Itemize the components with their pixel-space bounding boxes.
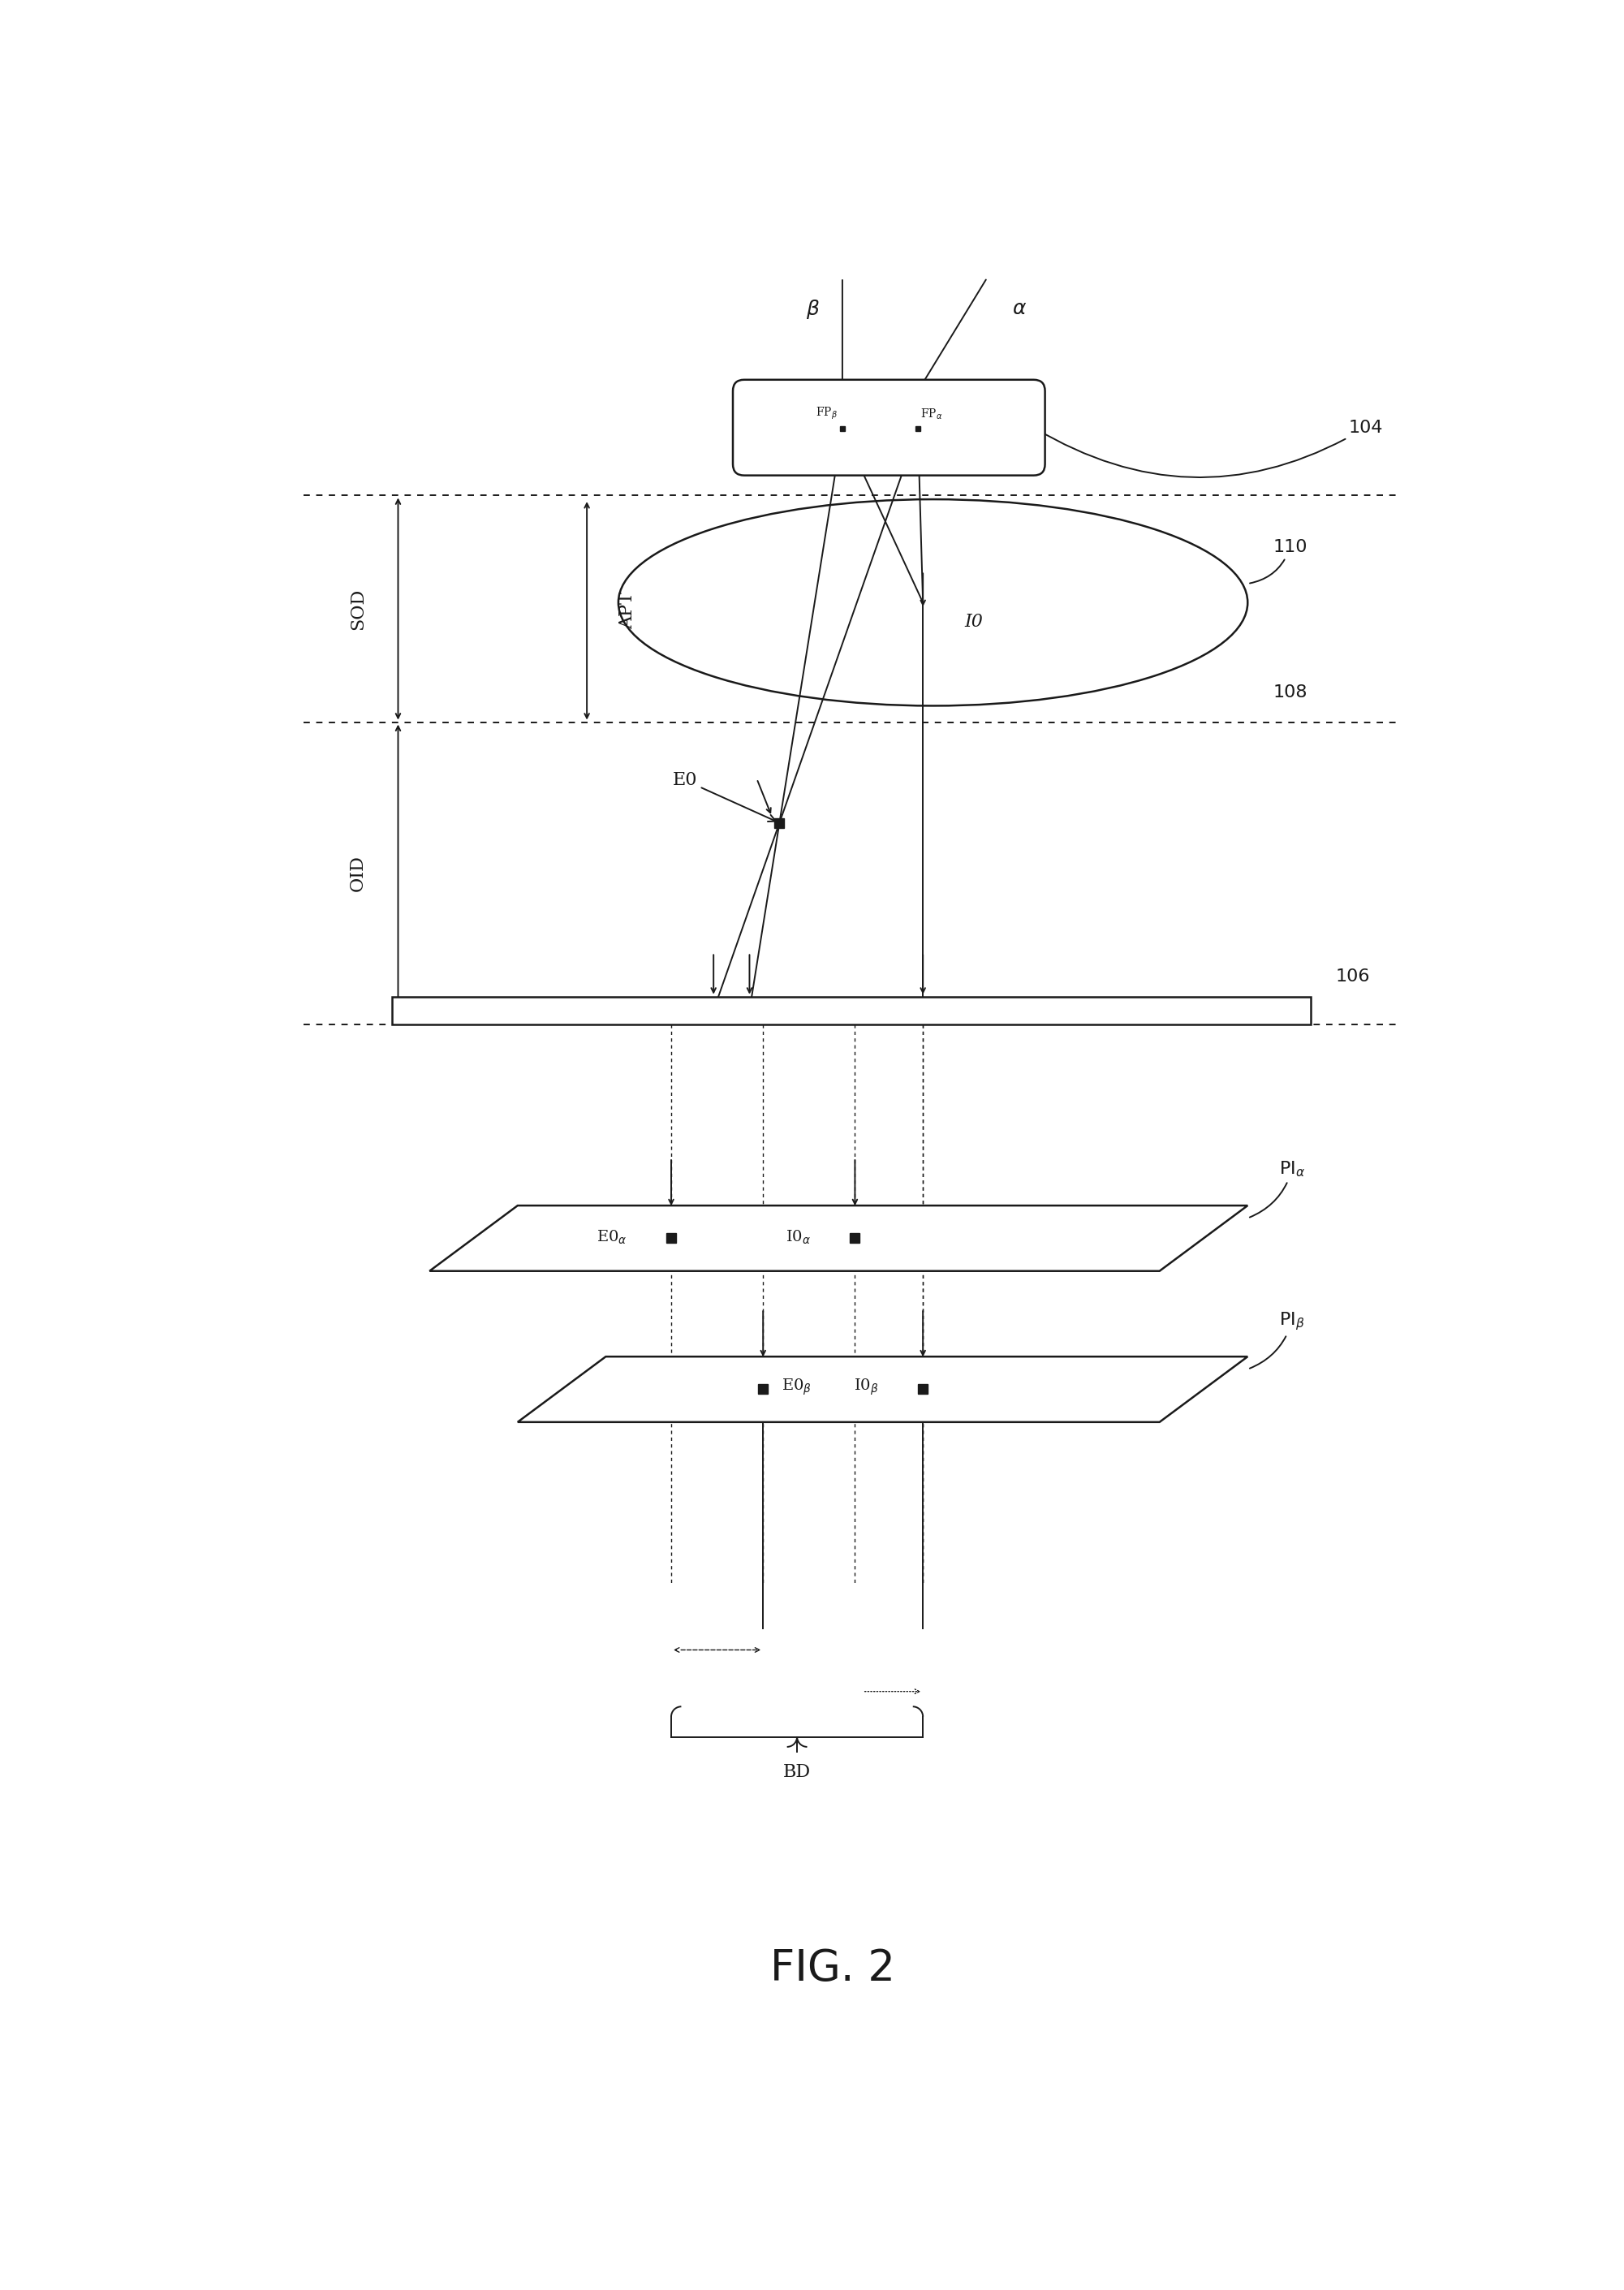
- Text: 110: 110: [1250, 538, 1307, 584]
- Text: E0$_\beta$: E0$_\beta$: [783, 1376, 812, 1397]
- Text: E0: E0: [672, 772, 776, 822]
- Text: APT: APT: [619, 593, 637, 630]
- Text: PI$_\alpha$: PI$_\alpha$: [1250, 1159, 1306, 1218]
- Text: SOD: SOD: [349, 589, 367, 630]
- Text: 104: 104: [1036, 419, 1382, 476]
- Text: FP$_\beta$: FP$_\beta$: [815, 405, 838, 421]
- Text: $\beta$: $\beta$: [806, 298, 820, 321]
- Text: 108: 108: [1273, 685, 1307, 701]
- Polygon shape: [430, 1205, 1247, 1271]
- Text: 106: 106: [1337, 969, 1371, 985]
- Text: $\alpha$: $\alpha$: [1012, 300, 1026, 318]
- Text: I0$_\beta$: I0$_\beta$: [854, 1376, 879, 1397]
- Text: E0$_\alpha$: E0$_\alpha$: [596, 1227, 627, 1246]
- Polygon shape: [518, 1356, 1247, 1422]
- Text: I0: I0: [965, 611, 983, 630]
- Text: OID: OID: [349, 854, 367, 891]
- Text: PI$_\beta$: PI$_\beta$: [1250, 1310, 1304, 1369]
- Text: FIG. 2: FIG. 2: [770, 1946, 895, 1990]
- Text: I0$_\alpha$: I0$_\alpha$: [786, 1227, 810, 1246]
- Text: BD: BD: [783, 1763, 810, 1782]
- Bar: [391, 996, 1311, 1024]
- Ellipse shape: [619, 499, 1247, 705]
- Text: FP$_\alpha$: FP$_\alpha$: [921, 408, 942, 421]
- FancyBboxPatch shape: [732, 380, 1044, 476]
